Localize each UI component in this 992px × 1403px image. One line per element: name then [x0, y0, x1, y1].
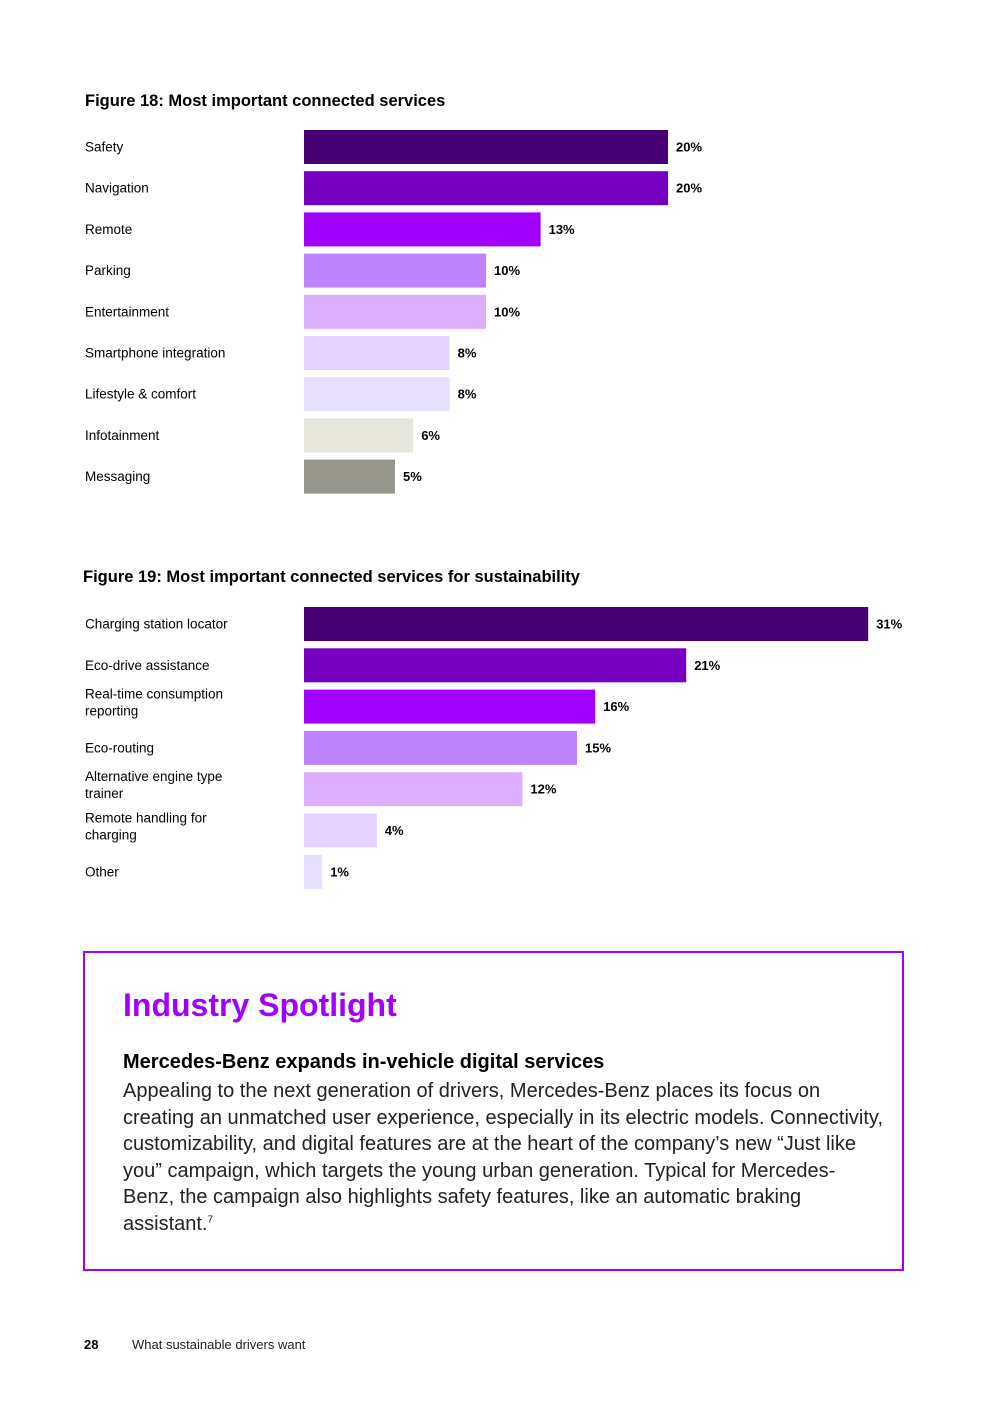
fig19-value-label-5: 4% [385, 823, 404, 838]
fig18-category-label-4: Entertainment [85, 304, 169, 319]
fig18-category-label-6: Lifestyle & comfort [85, 387, 196, 402]
fig19-category-label-1: Eco-drive assistance [85, 658, 210, 673]
fig19-bar-2 [304, 689, 596, 724]
fig18-category-label-5: Smartphone integration [85, 346, 225, 361]
document-title: What sustainable drivers want [132, 1337, 306, 1352]
fig18-category-label-0: Safety [85, 140, 124, 155]
fig18-category-label-8: Messaging [85, 469, 150, 484]
page-footer: 28 What sustainable drivers want [84, 1337, 305, 1352]
fig19-category-label-3: Eco-routing [85, 740, 154, 755]
fig18-value-label-4: 10% [494, 304, 520, 319]
fig18-value-label-5: 8% [458, 346, 477, 361]
fig19-category-label-4: Alternative engine type trainer [85, 769, 222, 801]
fig19-value-label-2: 16% [603, 699, 629, 714]
fig19-bar-0 [304, 607, 869, 641]
fig19-category-label-2: Real-time consumption reporting [85, 687, 223, 719]
fig19-bar-5 [304, 813, 377, 848]
fig18-value-label-8: 5% [403, 469, 422, 484]
fig19-bar-4 [304, 772, 523, 807]
fig18-bar-7 [304, 418, 414, 453]
fig19-bar-6 [304, 854, 323, 889]
fig18-bar-2 [304, 212, 541, 247]
spotlight-body: Appealing to the next generation of driv… [123, 1078, 883, 1238]
fig19-value-label-6: 1% [330, 864, 349, 879]
fig18-bar-6 [304, 377, 450, 412]
fig18-bar-4 [304, 294, 486, 329]
fig18-category-label-3: Parking [85, 263, 131, 278]
fig19-category-label-6: Other [85, 864, 119, 879]
spotlight-body-text: Appealing to the next generation of driv… [123, 1080, 883, 1235]
fig18-value-label-1: 20% [676, 181, 702, 196]
fig19-value-label-4: 12% [530, 782, 556, 797]
fig18-category-label-1: Navigation [85, 181, 149, 196]
figure-19-title: Figure 19: Most important connected serv… [83, 568, 580, 586]
fig18-value-label-2: 13% [549, 222, 575, 237]
fig18-category-label-7: Infotainment [85, 428, 160, 443]
fig18-bar-8 [304, 459, 395, 494]
fig18-category-label-2: Remote [85, 222, 132, 237]
fig18-bar-1 [304, 171, 668, 206]
fig19-bar-3 [304, 730, 577, 765]
fig19-value-label-1: 21% [694, 658, 720, 673]
fig18-bar-3 [304, 253, 486, 288]
fig18-bar-0 [304, 130, 668, 164]
footnote-marker: 7 [207, 1214, 214, 1226]
industry-spotlight-box: Industry Spotlight Mercedes-Benz expands… [83, 951, 904, 1271]
fig18-value-label-6: 8% [458, 387, 477, 402]
fig18-bar-5 [304, 336, 450, 370]
fig19-category-label-5: Remote handling for charging [85, 811, 207, 843]
fig18-value-label-0: 20% [676, 140, 702, 155]
spotlight-title: Industry Spotlight [123, 987, 397, 1023]
page-number: 28 [84, 1337, 99, 1352]
fig18-value-label-3: 10% [494, 263, 520, 278]
figure-18-title: Figure 18: Most important connected serv… [85, 92, 446, 110]
fig19-category-label-0: Charging station locator [85, 617, 228, 632]
fig19-value-label-0: 31% [876, 617, 902, 632]
spotlight-subtitle: Mercedes-Benz expands in-vehicle digital… [123, 1051, 605, 1073]
fig18-value-label-7: 6% [421, 428, 440, 443]
fig19-bar-1 [304, 648, 687, 683]
fig19-value-label-3: 15% [585, 740, 611, 755]
